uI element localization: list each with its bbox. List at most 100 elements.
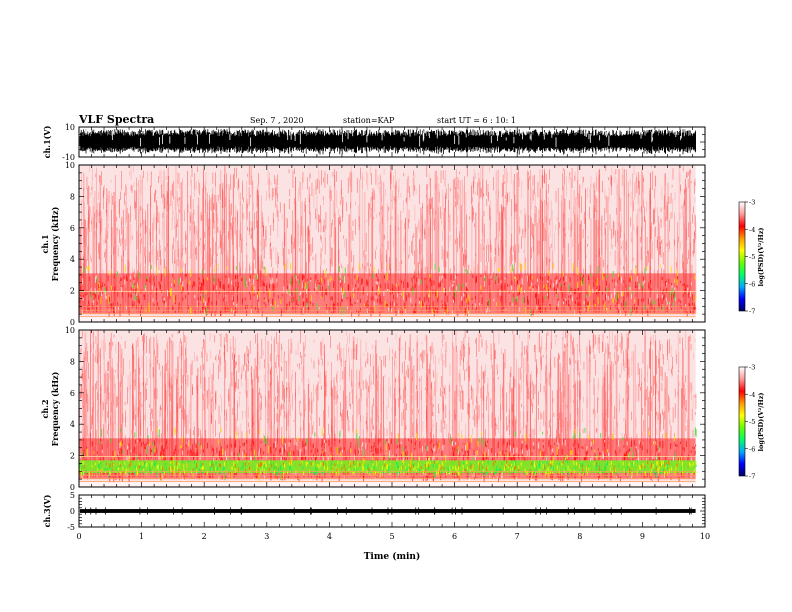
- waveform-gap: [347, 128, 349, 140]
- waveform-gap: [85, 129, 87, 135]
- waveform-gap: [513, 136, 515, 144]
- waveform-gap: [423, 132, 425, 140]
- ch2-colorbar: -3 -4 -5 -6 -7: [738, 364, 755, 481]
- waveform-gap: [366, 134, 368, 143]
- waveform-gap: [358, 131, 360, 135]
- ch3-spike: [620, 507, 622, 515]
- waveform-gap: [599, 135, 601, 141]
- ch3-waveform-panel: 50-50 1 2 3 4 5 6 7 8 9 10: [67, 491, 710, 541]
- waveform-gap: [159, 137, 160, 146]
- x-tick-label: 9: [640, 532, 645, 541]
- ch3-spike: [391, 507, 393, 515]
- waveform-gap: [299, 133, 301, 145]
- waveform-gap: [208, 133, 210, 144]
- y-tick-label: -5: [67, 523, 75, 532]
- waveform-gap: [342, 133, 344, 142]
- waveform-gap: [555, 137, 557, 148]
- waveform-gap: [255, 128, 257, 137]
- y-tick-label: 4: [70, 420, 75, 429]
- ch3-spike: [434, 507, 435, 515]
- waveform-gap: [140, 137, 141, 147]
- ch1-colorbar-label: log(PSD)(V²/Hz): [757, 228, 765, 287]
- waveform-gap: [608, 135, 610, 146]
- waveform-gap: [490, 135, 492, 144]
- ch3-spike: [387, 507, 389, 515]
- waveform-gap: [184, 137, 186, 144]
- ch3-spike: [371, 507, 373, 515]
- ch2-colorbar-label: log(PSD)(V²/Hz): [757, 393, 765, 452]
- ch3-spike: [213, 507, 215, 515]
- ch3-spike: [240, 507, 242, 515]
- waveform-gap: [278, 128, 280, 137]
- y-tick-label: 0: [70, 318, 75, 327]
- waveform-gap: [381, 132, 383, 141]
- x-tick-label: 1: [139, 532, 144, 541]
- ch1-spectrogram-ylabel-line2: Frequency (kHz): [50, 206, 60, 281]
- ch3-spike: [230, 507, 231, 515]
- ch3-spike: [336, 507, 338, 515]
- ch3-spike: [181, 507, 183, 515]
- x-tick-label: 4: [327, 532, 332, 541]
- y-tick-label: 5: [70, 491, 75, 500]
- waveform-gap: [585, 131, 587, 137]
- colorbar-tick-label: -3: [749, 199, 755, 207]
- waveform-gap: [640, 132, 642, 139]
- waveform-gap: [681, 131, 682, 139]
- waveform-gap: [530, 133, 532, 141]
- waveform-gap: [169, 136, 171, 144]
- spectrogram-sferics: [79, 165, 697, 313]
- ch3-spike: [241, 507, 243, 515]
- waveform-gap: [229, 133, 231, 141]
- ch3-spike: [546, 507, 547, 515]
- waveform-gap: [529, 135, 531, 140]
- ch3-spike: [95, 507, 97, 515]
- waveform-gap: [161, 134, 163, 145]
- y-tick-label: -10: [62, 153, 75, 162]
- colorbar-tick-label: -5: [749, 418, 755, 426]
- waveform-gap: [543, 132, 545, 140]
- ch3-spike: [567, 507, 569, 515]
- waveform-gap: [522, 129, 523, 133]
- waveform-gap: [588, 134, 590, 140]
- x-tick-label: 0: [76, 532, 81, 541]
- waveform-gap: [501, 128, 502, 137]
- waveform-gap: [465, 133, 467, 138]
- y-tick-label: 0: [70, 507, 75, 516]
- ch3-spike: [173, 507, 174, 515]
- waveform-gap: [428, 133, 430, 139]
- waveform-gap: [510, 128, 512, 132]
- x-tick-label: 3: [264, 532, 269, 541]
- ch3-spike: [147, 507, 148, 515]
- y-tick-label: 10: [65, 161, 75, 170]
- colorbar-tick-label: -5: [749, 253, 755, 261]
- ch3-spike: [540, 507, 541, 515]
- waveform-gap: [457, 130, 459, 136]
- y-tick-label: 8: [70, 192, 75, 201]
- ch3-spike: [461, 507, 463, 515]
- waveform-gap: [290, 129, 292, 140]
- ch3-spike: [502, 507, 504, 515]
- station-label: station=KAP: [343, 116, 395, 125]
- waveform-gap: [683, 128, 685, 137]
- waveform-gap: [197, 134, 198, 145]
- waveform-gap: [458, 135, 460, 145]
- ch1-spectrogram-ylabel-line1: ch.1: [40, 234, 50, 253]
- waveform-gap: [584, 132, 586, 136]
- y-tick-label: 4: [70, 255, 75, 264]
- waveform-gap: [292, 130, 294, 134]
- ch3-spike: [573, 507, 575, 515]
- waveform-gap: [522, 133, 523, 140]
- x-tick-label: 7: [515, 532, 520, 541]
- waveform-gap: [419, 135, 421, 147]
- colorbar-gradient: [738, 366, 746, 477]
- ch1-waveform-trace: [79, 129, 696, 155]
- y-tick-label: 10: [65, 123, 75, 132]
- colorbar-tick-label: -3: [749, 364, 755, 372]
- y-tick-label: 10: [65, 326, 75, 335]
- ch3-spike: [415, 507, 417, 515]
- ch3-spike: [689, 507, 690, 515]
- waveform-gap: [589, 133, 591, 143]
- ch3-spike: [345, 507, 347, 515]
- ch3-spike: [85, 507, 87, 515]
- date-label: Sep. 7 , 2020: [250, 116, 304, 125]
